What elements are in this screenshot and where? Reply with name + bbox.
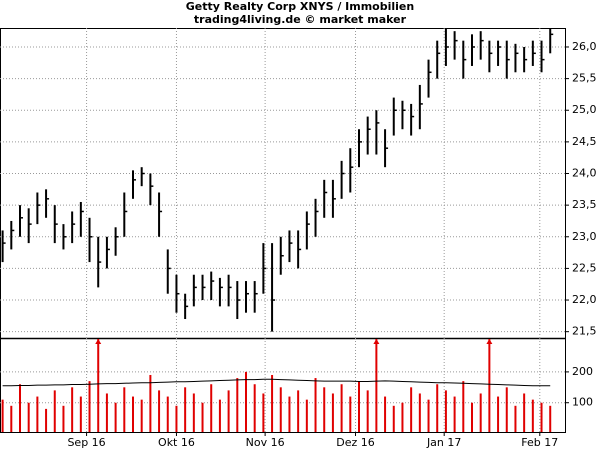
y-tick-label: 23,5 (572, 198, 597, 211)
y-tick-label: 26,0 (572, 40, 597, 53)
overflow-arrow (95, 339, 102, 344)
overflow-arrow (486, 339, 493, 344)
moving-average (2, 378, 551, 387)
y-tick-label: 25,0 (572, 103, 597, 116)
y-tick-label: 200 (572, 365, 593, 378)
y-tick-label: 22,0 (572, 293, 597, 306)
y-tick-label: 21,5 (572, 325, 597, 338)
x-tick-label: Sep 16 (67, 436, 105, 449)
x-tick-label: Nov 16 (246, 436, 285, 449)
x-tick-label: Okt 16 (158, 436, 195, 449)
x-tick-label: Dez 16 (336, 436, 375, 449)
overflow-arrow (373, 339, 380, 344)
y-tick-label: 25,5 (572, 72, 597, 85)
y-tick-label: 23,0 (572, 230, 597, 243)
y-tick-label: 24,5 (572, 135, 597, 148)
y-tick-label: 22,5 (572, 261, 597, 274)
chart-subtitle: trading4living.de © market maker (194, 13, 407, 26)
y-tick-label: 24,0 (572, 167, 597, 180)
x-tick-label: Jan 17 (426, 436, 461, 449)
x-tick-label: Feb 17 (521, 436, 558, 449)
y-tick-label: 100 (572, 396, 593, 409)
chart-title: Getty Realty Corp XNYS / Immobilien (186, 0, 414, 13)
frame (0, 28, 566, 433)
